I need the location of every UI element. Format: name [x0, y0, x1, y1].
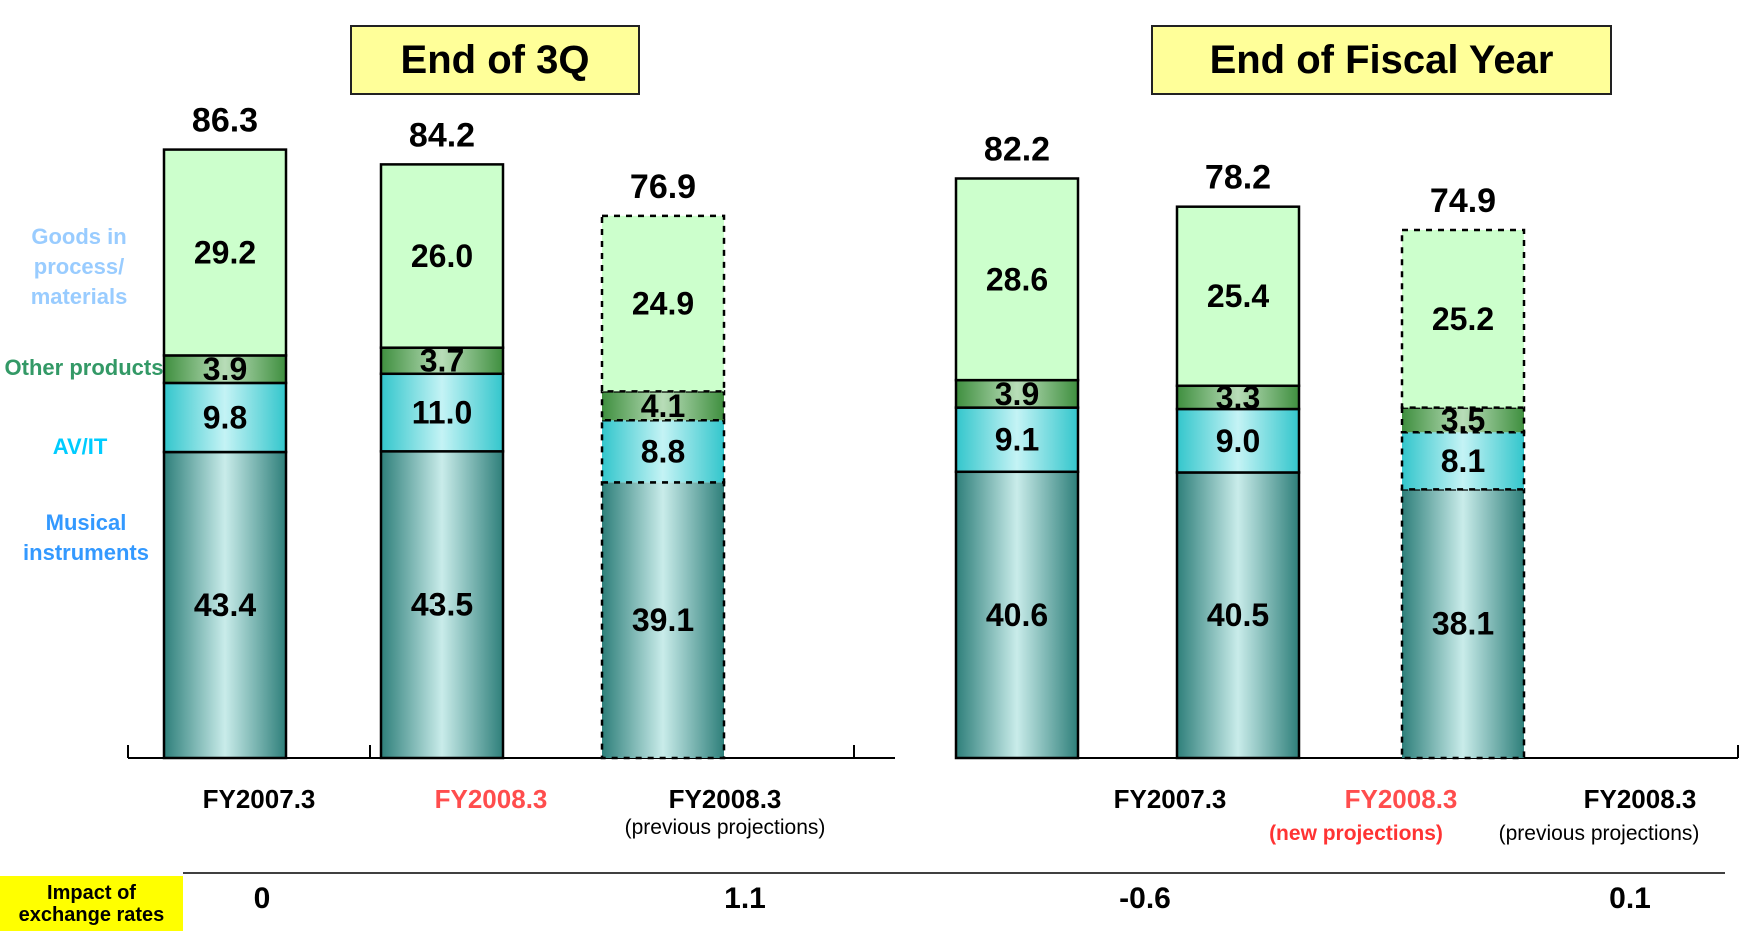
bar-segment-goods-c2-b1 — [954, 177, 1080, 382]
impact-value-3: -0.6 — [1119, 882, 1171, 915]
data-label-other-c1-b1: 3.9 — [203, 351, 247, 387]
bar-segment-goods-c2-b2 — [1175, 205, 1301, 388]
x-note-right-prev: (previous projections) — [1498, 822, 1700, 845]
data-label-musical-c1-b1: 43.4 — [194, 587, 256, 623]
total-label-c2-b1: 82.2 — [984, 130, 1050, 168]
bar-segment-goods-c2-b3 — [1400, 228, 1526, 409]
bar-segment-other-c2-b3 — [1400, 406, 1526, 434]
x-label-left-fy2008-prev: FY2008.3 — [668, 784, 782, 814]
chart-title-fiscal-year: End of Fiscal Year — [1151, 25, 1612, 95]
bar-segment-avit-c1-b3 — [600, 419, 726, 484]
bars-layer: 43.49.83.929.286.343.511.03.726.084.239.… — [162, 102, 1526, 760]
data-label-avit-c1-b3: 8.8 — [641, 433, 685, 469]
data-label-other-c2-b1: 3.9 — [995, 376, 1039, 412]
x-note-right-new: (new projections) — [1269, 822, 1443, 845]
data-label-musical-c1-b3: 39.1 — [632, 602, 694, 638]
data-label-avit-c1-b2: 11.0 — [412, 395, 473, 431]
bar-segment-musical-c1-b1 — [162, 450, 288, 760]
impact-label: Impact of exchange rates — [0, 876, 183, 931]
data-label-musical-c1-b2: 43.5 — [411, 587, 473, 623]
data-label-avit-c2-b2: 9.0 — [1216, 423, 1260, 459]
bar-segment-goods-c1-b1 — [162, 148, 288, 357]
total-label-c1-b2: 84.2 — [409, 116, 475, 154]
data-label-avit-c1-b1: 9.8 — [203, 399, 247, 435]
impact-value-4: 0.1 — [1609, 882, 1651, 915]
x-label-right-fy2008-new: FY2008.3 — [1344, 784, 1458, 814]
x-label-right-fy2008-prev: FY2008.3 — [1583, 784, 1697, 814]
impact-value-1: 0 — [253, 882, 271, 915]
chart-title-3q: End of 3Q — [350, 25, 640, 95]
data-label-goods-c2-b1: 28.6 — [986, 261, 1048, 297]
data-label-avit-c2-b3: 8.1 — [1441, 443, 1485, 479]
data-label-goods-c2-b2: 25.4 — [1207, 278, 1269, 314]
bar-segment-musical-c2-b1 — [954, 470, 1080, 760]
bar-segment-other-c1-b2 — [379, 346, 505, 376]
data-label-goods-c1-b3: 24.9 — [632, 286, 694, 322]
data-label-other-c1-b3: 4.1 — [641, 388, 685, 424]
data-label-musical-c2-b3: 38.1 — [1432, 606, 1494, 642]
bar-segment-other-c2-b1 — [954, 378, 1080, 409]
legend-av-it: AV/IT — [52, 434, 108, 459]
bar-segment-avit-c2-b3 — [1400, 431, 1526, 491]
total-label-c2-b2: 78.2 — [1205, 159, 1271, 197]
total-label-c2-b3: 74.9 — [1430, 182, 1496, 220]
bar-segment-avit-c1-b2 — [379, 372, 505, 453]
bar-segment-avit-c2-b1 — [954, 406, 1080, 474]
data-label-goods-c2-b3: 25.2 — [1432, 301, 1494, 337]
legend-musical-instruments: Musical instruments — [23, 510, 149, 565]
bar-segment-avit-c1-b1 — [162, 381, 288, 454]
legend-goods-in-process: Goods in process/ materials — [30, 224, 128, 309]
bar-segment-goods-c1-b3 — [600, 214, 726, 393]
bar-segment-musical-c1-b2 — [379, 450, 505, 760]
data-label-goods-c1-b1: 29.2 — [194, 235, 256, 271]
total-label-c1-b1: 86.3 — [192, 102, 258, 140]
x-label-right-fy2007: FY2007.3 — [1113, 784, 1227, 814]
data-label-musical-c2-b2: 40.5 — [1207, 597, 1269, 633]
data-label-musical-c2-b1: 40.6 — [986, 597, 1048, 633]
impact-value-2: 1.1 — [724, 882, 766, 915]
x-label-left-fy2008: FY2008.3 — [434, 784, 548, 814]
x-label-left-fy2007: FY2007.3 — [202, 784, 316, 814]
bar-segment-musical-c1-b3 — [600, 481, 726, 760]
legend-other-products: Other products — [4, 355, 164, 380]
data-label-goods-c1-b2: 26.0 — [411, 238, 473, 274]
x-note-left-prev: (previous projections) — [624, 816, 826, 839]
data-label-avit-c2-b1: 9.1 — [995, 422, 1039, 458]
total-label-c1-b3: 76.9 — [630, 168, 696, 206]
bar-segment-goods-c1-b2 — [379, 163, 505, 349]
